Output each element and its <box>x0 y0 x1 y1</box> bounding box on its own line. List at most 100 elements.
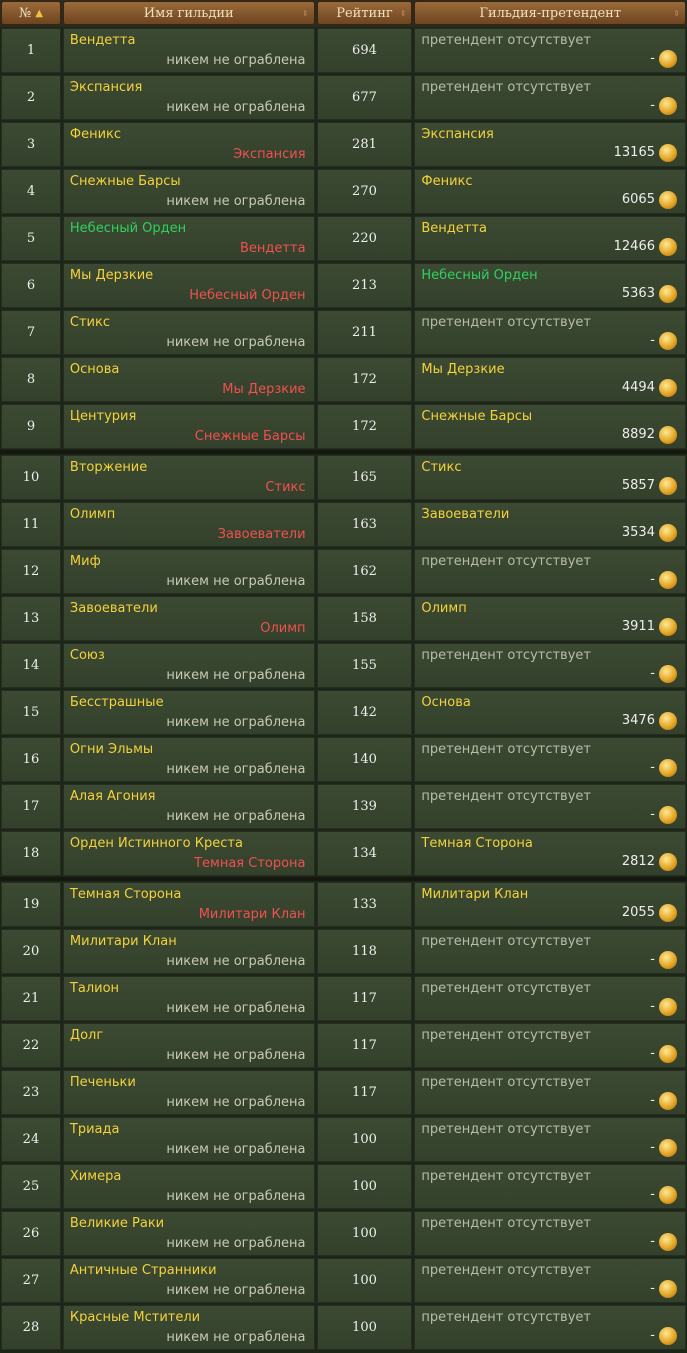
table-row[interactable]: 22 Долг никем не ограблена 117 претенден… <box>0 1022 687 1069</box>
guild-name[interactable]: Мы Дерзкие <box>69 268 154 283</box>
guild-name[interactable]: Огни Эльмы <box>69 742 154 757</box>
guild-name[interactable]: Основа <box>69 362 120 377</box>
table-row[interactable]: 4 Снежные Барсы никем не ограблена 270 Ф… <box>0 168 687 215</box>
pretender-name: претендент отсутствует <box>421 1122 591 1137</box>
gold-amount: - <box>650 1046 655 1061</box>
pretender-name[interactable]: Темная Сторона <box>421 836 533 851</box>
table-row[interactable]: 24 Триада никем не ограблена 100 претенд… <box>0 1116 687 1163</box>
guild-name[interactable]: Миф <box>69 554 101 569</box>
gold-coin-icon <box>658 853 677 871</box>
table-row[interactable]: 13 Завоеватели Олимп 158 Олимп 3911 <box>0 595 687 642</box>
pretender-name[interactable]: Вендетта <box>421 221 487 236</box>
guild-name[interactable]: Вендетта <box>69 33 136 48</box>
pretender-name[interactable]: Снежные Барсы <box>421 409 533 424</box>
gold-amount: - <box>650 999 655 1014</box>
guild-cell: Вендетта никем не ограблена <box>62 28 315 73</box>
rating: 133 <box>316 882 413 927</box>
rating: 100 <box>316 1164 413 1209</box>
pretender-cell: Феникс 6065 <box>414 169 686 214</box>
guild-name[interactable]: Красные Мстители <box>69 1310 201 1325</box>
guild-name[interactable]: Античные Странники <box>69 1263 217 1278</box>
guild-name[interactable]: Экспансия <box>69 80 143 95</box>
rating: 213 <box>316 263 413 308</box>
guild-name[interactable]: Химера <box>69 1169 122 1184</box>
guild-name[interactable]: Центурия <box>69 409 137 424</box>
pretender-cell: претендент отсутствует - <box>414 1117 686 1162</box>
table-row[interactable]: 15 Бесстрашные никем не ограблена 142 Ос… <box>0 689 687 736</box>
guild-cell: Завоеватели Олимп <box>62 596 315 641</box>
guild-name[interactable]: Феникс <box>69 127 122 142</box>
robbed-status: никем не ограблена <box>166 668 306 683</box>
table-row[interactable]: 6 Мы Дерзкие Небесный Орден 213 Небесный… <box>0 262 687 309</box>
pretender-name[interactable]: Олимп <box>421 601 467 616</box>
rating: 139 <box>316 784 413 829</box>
pretender-name[interactable]: Завоеватели <box>421 507 510 522</box>
guild-name[interactable]: Олимп <box>69 507 116 522</box>
robbed-status: никем не ограблена <box>166 1283 306 1298</box>
guild-name[interactable]: Триада <box>69 1122 120 1137</box>
table-row[interactable]: 2 Экспансия никем не ограблена 677 прете… <box>0 74 687 121</box>
table-row[interactable]: 9 Центурия Снежные Барсы 172 Снежные Бар… <box>0 403 687 450</box>
guild-name[interactable]: Милитари Клан <box>69 934 177 949</box>
guild-name[interactable]: Темная Сторона <box>69 887 182 902</box>
sort-by-rating[interactable]: Рейтинг ⇕ <box>316 1 413 25</box>
pretender-name: претендент отсутствует <box>421 742 591 757</box>
guild-cell: Вторжение Стикс <box>62 455 315 500</box>
gold-coin-icon <box>658 1139 677 1157</box>
sort-by-number[interactable]: № ▲ <box>1 1 61 25</box>
table-row[interactable]: 11 Олимп Завоеватели 163 Завоеватели 353… <box>0 501 687 548</box>
table-row[interactable]: 5 Небесный Орден Вендетта 220 Вендетта 1… <box>0 215 687 262</box>
table-row[interactable]: 8 Основа Мы Дерзкие 172 Мы Дерзкие 4494 <box>0 356 687 403</box>
table-row[interactable]: 26 Великие Раки никем не ограблена 100 п… <box>0 1210 687 1257</box>
table-row[interactable]: 7 Стикс никем не ограблена 211 претенден… <box>0 309 687 356</box>
guild-name[interactable]: Стикс <box>69 315 111 330</box>
table-row[interactable]: 25 Химера никем не ограблена 100 претенд… <box>0 1163 687 1210</box>
table-row[interactable]: 17 Алая Агония никем не ограблена 139 пр… <box>0 783 687 830</box>
pretender-name[interactable]: Мы Дерзкие <box>421 362 505 377</box>
header-pretender: Гильдия-претендент <box>479 5 622 21</box>
pretender-name[interactable]: Основа <box>421 695 471 710</box>
pretender-name[interactable]: Милитари Клан <box>421 887 529 902</box>
gold-amount: 5363 <box>621 286 655 301</box>
table-row[interactable]: 20 Милитари Клан никем не ограблена 118 … <box>0 928 687 975</box>
table-row[interactable]: 10 Вторжение Стикс 165 Стикс 5857 <box>0 454 687 501</box>
robbed-status: никем не ограблена <box>166 1095 306 1110</box>
robbed-status: Темная Сторона <box>194 856 306 871</box>
gold-coin-icon <box>658 332 677 350</box>
guild-name[interactable]: Союз <box>69 648 105 663</box>
table-row[interactable]: 1 Вендетта никем не ограблена 694 претен… <box>0 27 687 74</box>
guild-name[interactable]: Бесстрашные <box>69 695 164 710</box>
rank: 24 <box>1 1117 61 1162</box>
gold-coin-icon <box>658 379 677 397</box>
guild-name[interactable]: Алая Агония <box>69 789 156 804</box>
table-row[interactable]: 16 Огни Эльмы никем не ограблена 140 пре… <box>0 736 687 783</box>
guild-name[interactable]: Снежные Барсы <box>69 174 181 189</box>
guild-name[interactable]: Завоеватели <box>69 601 158 616</box>
gold-coin-icon <box>658 1186 677 1204</box>
gold-coin-icon <box>658 951 677 969</box>
rank: 9 <box>1 404 61 449</box>
table-row[interactable]: 3 Феникс Экспансия 281 Экспансия 13165 <box>0 121 687 168</box>
table-row[interactable]: 21 Талион никем не ограблена 117 претенд… <box>0 975 687 1022</box>
table-row[interactable]: 19 Темная Сторона Милитари Клан 133 Мили… <box>0 881 687 928</box>
table-row[interactable]: 14 Союз никем не ограблена 155 претенден… <box>0 642 687 689</box>
guild-name[interactable]: Вторжение <box>69 460 148 475</box>
gold-coin-icon <box>658 998 677 1016</box>
guild-name[interactable]: Печеньки <box>69 1075 136 1090</box>
table-row[interactable]: 18 Орден Истинного Креста Темная Сторона… <box>0 830 687 877</box>
table-row[interactable]: 28 Красные Мстители никем не ограблена 1… <box>0 1304 687 1351</box>
table-row[interactable]: 23 Печеньки никем не ограблена 117 прете… <box>0 1069 687 1116</box>
sort-by-name[interactable]: Имя гильдии ⇕ <box>62 1 315 25</box>
pretender-name[interactable]: Стикс <box>421 460 462 475</box>
guild-name[interactable]: Небесный Орден <box>69 221 187 236</box>
table-row[interactable]: 27 Античные Странники никем не ограблена… <box>0 1257 687 1304</box>
pretender-name[interactable]: Небесный Орден <box>421 268 538 283</box>
sort-by-pretender[interactable]: Гильдия-претендент ⇕ <box>414 1 686 25</box>
guild-name[interactable]: Талион <box>69 981 120 996</box>
guild-name[interactable]: Долг <box>69 1028 104 1043</box>
guild-name[interactable]: Великие Раки <box>69 1216 165 1231</box>
table-row[interactable]: 12 Миф никем не ограблена 162 претендент… <box>0 548 687 595</box>
guild-name[interactable]: Орден Истинного Креста <box>69 836 243 851</box>
pretender-name[interactable]: Экспансия <box>421 127 494 142</box>
pretender-name[interactable]: Феникс <box>421 174 473 189</box>
